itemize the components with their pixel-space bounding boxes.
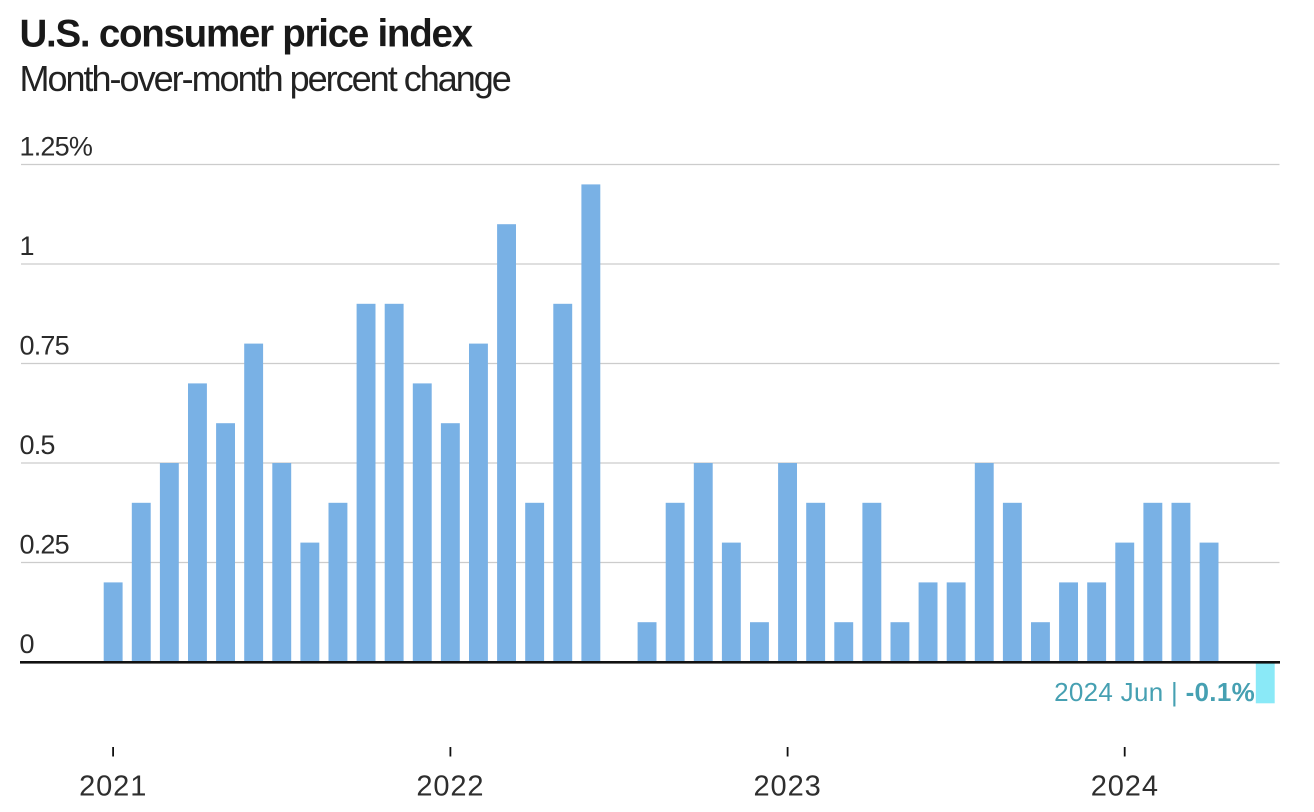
svg-text:2024 Jun | -0.1%: 2024 Jun | -0.1%	[1054, 677, 1255, 707]
svg-text:0.5: 0.5	[20, 430, 55, 460]
svg-text:0.75: 0.75	[20, 331, 69, 361]
svg-text:Month-over-month percent chang: Month-over-month percent change	[20, 58, 511, 99]
svg-text:U.S. consumer price index: U.S. consumer price index	[20, 13, 474, 56]
svg-text:2024: 2024	[1091, 771, 1159, 803]
svg-text:2023: 2023	[754, 771, 822, 803]
svg-text:1.25%: 1.25%	[20, 132, 93, 162]
svg-text:1: 1	[20, 231, 34, 261]
svg-text:2022: 2022	[416, 771, 484, 803]
svg-text:0: 0	[20, 629, 34, 659]
svg-text:2021: 2021	[79, 771, 147, 803]
svg-text:0.25: 0.25	[20, 530, 69, 560]
